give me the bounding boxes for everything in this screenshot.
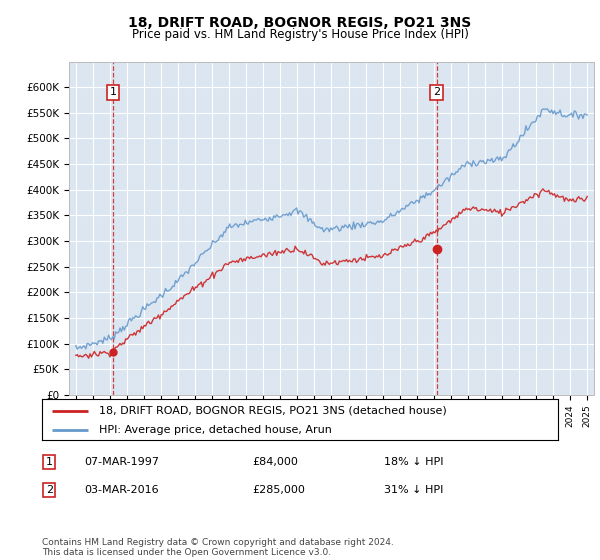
Text: 1: 1 [109, 87, 116, 97]
Text: Contains HM Land Registry data © Crown copyright and database right 2024.
This d: Contains HM Land Registry data © Crown c… [42, 538, 394, 557]
Text: £84,000: £84,000 [252, 457, 298, 467]
Text: 18, DRIFT ROAD, BOGNOR REGIS, PO21 3NS (detached house): 18, DRIFT ROAD, BOGNOR REGIS, PO21 3NS (… [99, 405, 446, 416]
Text: 07-MAR-1997: 07-MAR-1997 [84, 457, 159, 467]
Text: 03-MAR-2016: 03-MAR-2016 [84, 485, 158, 495]
Text: HPI: Average price, detached house, Arun: HPI: Average price, detached house, Arun [99, 424, 332, 435]
Text: 18, DRIFT ROAD, BOGNOR REGIS, PO21 3NS: 18, DRIFT ROAD, BOGNOR REGIS, PO21 3NS [128, 16, 472, 30]
Text: 18% ↓ HPI: 18% ↓ HPI [384, 457, 443, 467]
Text: 2: 2 [433, 87, 440, 97]
Text: 31% ↓ HPI: 31% ↓ HPI [384, 485, 443, 495]
Text: £285,000: £285,000 [252, 485, 305, 495]
Text: Price paid vs. HM Land Registry's House Price Index (HPI): Price paid vs. HM Land Registry's House … [131, 28, 469, 41]
Text: 2: 2 [46, 485, 53, 495]
Text: 1: 1 [46, 457, 53, 467]
